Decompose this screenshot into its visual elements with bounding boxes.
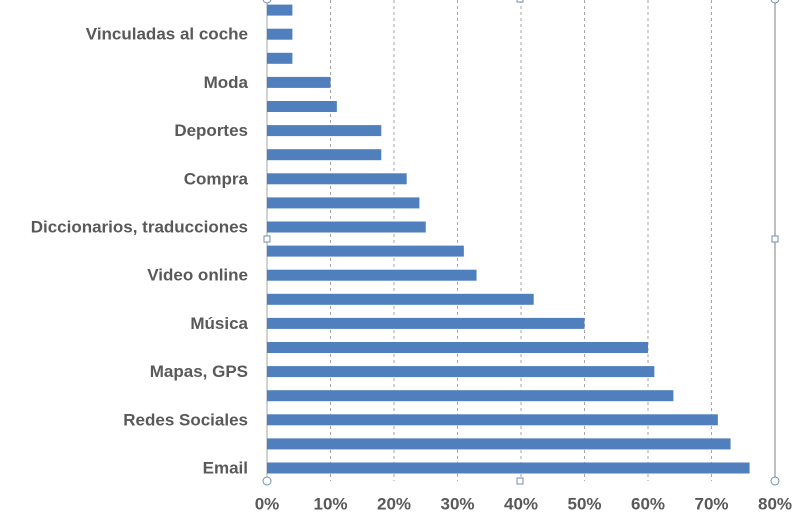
bar: [267, 197, 420, 209]
bar: [267, 4, 293, 16]
bar: [267, 149, 382, 161]
x-tick-label: 80%: [758, 494, 792, 513]
bar: [267, 317, 585, 329]
x-tick-label: 0%: [255, 494, 280, 513]
selection-handles: [262, 0, 780, 486]
y-tick-label: Email: [203, 458, 248, 477]
x-tick-label: 60%: [631, 494, 665, 513]
bar: [267, 293, 534, 305]
bar: [267, 462, 750, 474]
y-tick-label: Mapas, GPS: [150, 362, 248, 381]
x-tick-label: 30%: [440, 494, 474, 513]
bar: [267, 245, 464, 257]
x-tick-label: 70%: [694, 494, 728, 513]
x-tick-label: 50%: [567, 494, 601, 513]
bar: [267, 414, 718, 426]
y-tick-label: Video online: [147, 266, 248, 285]
bar: [267, 52, 293, 64]
bar: [267, 125, 382, 137]
bar: [267, 101, 337, 112]
bar: [267, 438, 731, 450]
bar: [267, 76, 331, 88]
bar: [267, 28, 293, 40]
bar: [267, 173, 407, 185]
y-tick-label: Redes Sociales: [123, 410, 248, 429]
y-tick-label: Compra: [184, 169, 249, 188]
bar: [267, 366, 655, 378]
bar: [267, 221, 426, 233]
y-tick-label: Moda: [204, 73, 249, 92]
bar: [267, 269, 477, 281]
y-tick-label: Vinculadas al coche: [86, 25, 248, 44]
x-tick-label: 20%: [377, 494, 411, 513]
x-tick-label: 10%: [313, 494, 347, 513]
bar: [267, 390, 674, 402]
bar: [267, 342, 648, 353]
x-tick-label: 40%: [504, 494, 538, 513]
y-tick-label: Deportes: [174, 121, 248, 140]
y-tick-label: Diccionarios, traducciones: [31, 217, 248, 236]
y-tick-label: Música: [190, 314, 248, 333]
